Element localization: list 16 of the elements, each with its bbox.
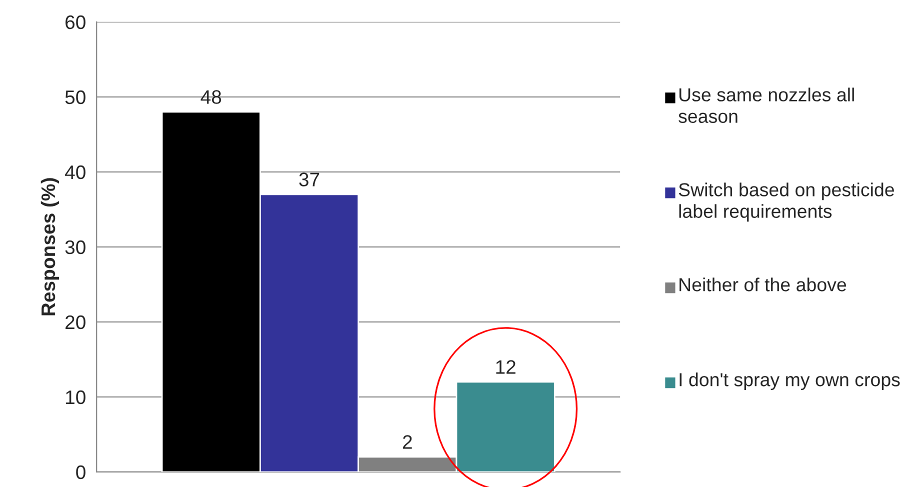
legend-label: Neither of the above bbox=[680, 278, 846, 292]
y-tick-label: 10 bbox=[66, 390, 86, 404]
data-label: 48 bbox=[200, 90, 222, 104]
y-tick-label: 0 bbox=[76, 465, 86, 480]
data-label: 37 bbox=[299, 172, 320, 186]
y-tick-label: 50 bbox=[65, 90, 86, 104]
legend-label: Switch based on pesticide label requirements bbox=[678, 182, 894, 222]
y-tick-label: 30 bbox=[65, 240, 86, 254]
data-label: 2 bbox=[402, 435, 412, 449]
y-tick-label: 60 bbox=[66, 15, 86, 30]
legend-label: Use same nozzles all season bbox=[678, 88, 854, 123]
y-axis-title: Responses (%) bbox=[40, 178, 59, 316]
legend-label: I don't spray my own crops bbox=[680, 372, 900, 390]
y-tick-label: 40 bbox=[65, 165, 86, 180]
y-tick-label: 20 bbox=[66, 315, 86, 330]
data-label: 12 bbox=[496, 360, 516, 374]
